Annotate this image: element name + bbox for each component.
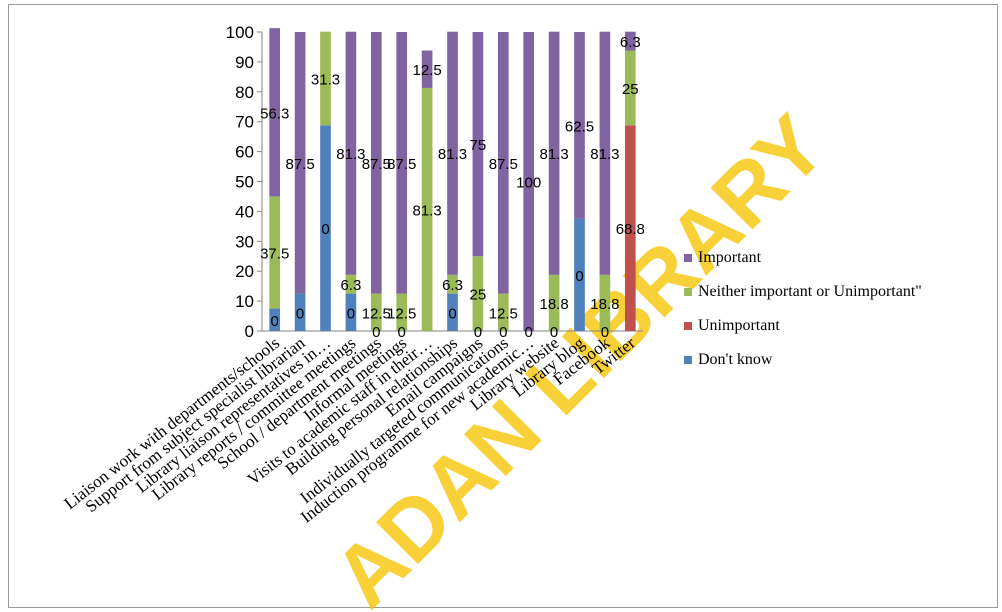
bar-segment [472,256,484,331]
data-label: 87.5 [387,156,416,173]
data-label: 0 [271,313,279,330]
bar-segment [599,274,611,331]
y-tick-label: 70 [235,113,254,132]
legend: Important Neither important or Unimportan… [684,249,922,368]
y-tick-label: 60 [235,143,254,162]
data-label: 12.5 [489,305,518,322]
bar-segment [599,31,611,275]
data-label: 12.5 [362,305,391,322]
data-label: 81.3 [412,202,441,219]
bar-segment [447,293,458,331]
bar-segment [269,308,281,331]
bar-segment [294,32,306,294]
bar-segment [574,32,585,219]
legend-swatch [684,322,692,330]
data-label: 31.3 [311,71,340,88]
bar-segment [421,50,433,88]
bar-segment [447,31,458,275]
y-tick-label: 0 [245,322,254,341]
legend-swatch [684,356,692,364]
data-label: 0 [550,324,558,341]
bar-segment [269,28,281,197]
bar-segment [396,32,408,294]
bar-segment [421,87,433,332]
data-label: 0 [601,324,609,341]
data-label: 0 [398,324,406,341]
data-label: 6.3 [340,277,361,294]
data-label: 87.5 [285,156,314,173]
data-label: 0 [372,324,380,341]
legend-swatch [684,288,692,296]
data-label: 0 [347,305,355,322]
data-label: 6.3 [620,34,641,51]
bar-segment [548,274,560,331]
y-tick-label: 30 [235,232,254,251]
data-label: 12.5 [387,305,416,322]
data-label: 18.8 [590,296,619,313]
legend-swatch [684,254,692,262]
bar-segment [548,31,560,275]
y-axis: 0 10 20 30 40 50 60 70 80 90 100 [226,23,643,341]
legend-label: Neither important or Unimportant" [698,283,922,300]
data-label: 0 [575,268,583,285]
data-label: 0 [296,305,304,322]
data-labels: 0 37.5 56.3 0 87.5 0 31.3 0 6.3 81.3 0 12.5 87.5 0 12.… [260,34,645,341]
bar-segment [294,293,306,331]
y-tick-label: 90 [235,53,254,72]
data-label: 0 [525,324,533,341]
y-tick-label: 100 [226,23,254,42]
y-tick-label: 10 [235,292,254,311]
data-label: 87.5 [489,156,518,173]
data-label: 81.3 [539,146,568,163]
bar-segment [370,293,382,331]
bar-segment [370,32,382,294]
data-label: 6.3 [442,277,463,294]
bar-segment [497,293,509,331]
y-tick-label: 20 [235,262,254,281]
bar-segment [472,32,484,257]
data-label: 56.3 [260,105,289,122]
y-tick-label: 40 [235,202,254,221]
data-label: 87.5 [362,156,391,173]
data-label: 100 [516,175,541,192]
data-label: 0 [474,324,482,341]
bar-segment [624,50,636,126]
bar-segment [574,218,585,331]
data-label: 0 [321,221,329,238]
data-label: 75 [470,137,487,154]
bars [269,28,636,332]
bar-segment [345,274,357,294]
y-tick-label: 50 [235,173,254,192]
data-label: 62.5 [565,118,594,135]
bar-segment [447,274,458,294]
bar-segment [396,293,408,331]
bar-segment [523,32,535,331]
bar-segment [269,196,281,309]
bar-segment [624,31,636,51]
legend-label: Unimportant [698,317,780,334]
data-label: 37.5 [260,246,289,263]
data-label: 0 [499,324,507,341]
data-label: 81.3 [336,146,365,163]
data-label: 68.8 [616,221,645,238]
bar-segment [345,31,357,275]
data-label: 81.3 [438,146,467,163]
y-tick-label: 80 [235,83,254,102]
bar-segment [320,125,331,332]
bar-segment [320,31,331,126]
data-label: 81.3 [590,146,619,163]
bar-segment [497,32,509,294]
data-label: 25 [470,287,487,304]
bar-segment [624,125,636,332]
data-label: 12.5 [412,62,441,79]
data-label: 0 [448,305,456,322]
data-label: 25 [622,81,639,98]
legend-label: Don't know [698,351,773,368]
legend-label: Important [698,249,762,266]
data-label: 18.8 [539,296,568,313]
bar-segment [345,293,357,331]
